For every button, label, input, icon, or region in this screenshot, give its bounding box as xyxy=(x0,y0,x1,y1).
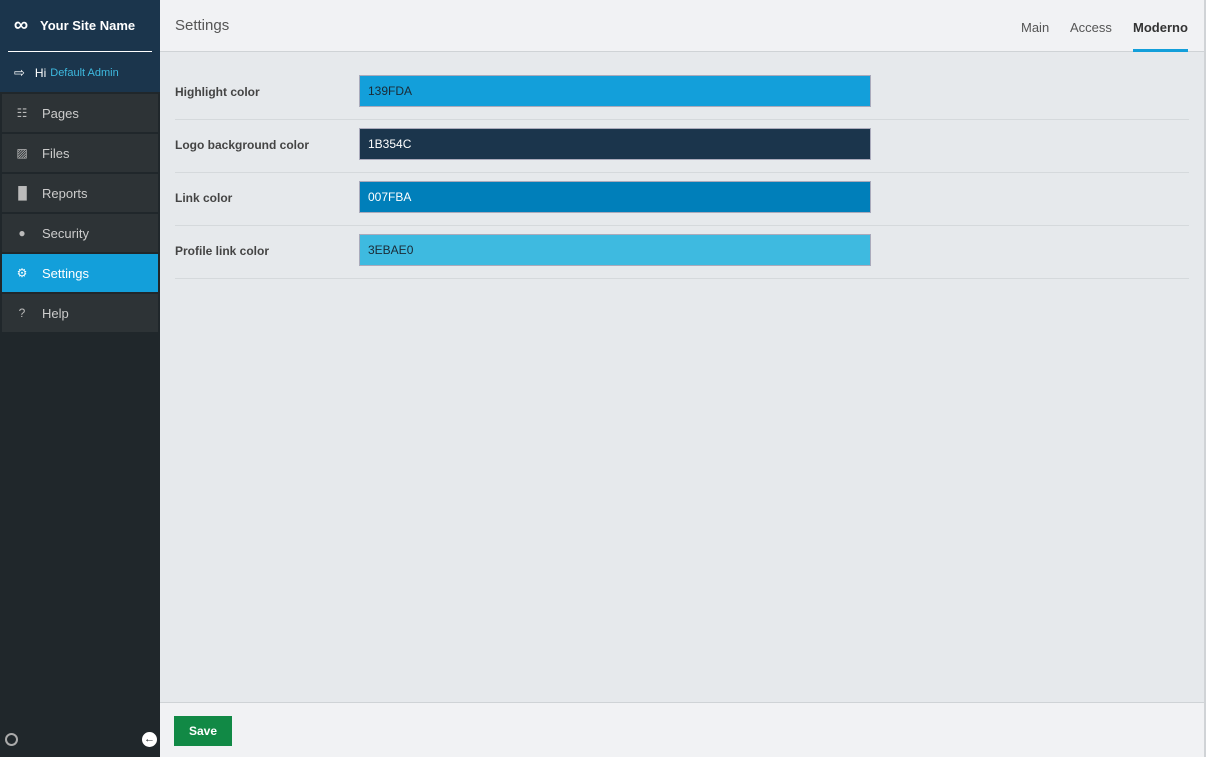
profile-link[interactable]: Default Admin xyxy=(50,67,119,79)
sidebar-item-label: Files xyxy=(42,145,70,161)
sidebar-item-label: Pages xyxy=(42,105,79,121)
tab-main[interactable]: Main xyxy=(1021,20,1050,35)
color-input[interactable]: 007FBA xyxy=(359,181,871,213)
bar-chart-icon: ▐▌ xyxy=(14,186,32,200)
sidebar-item-security[interactable]: ● Security xyxy=(2,214,158,252)
sidebar: ∞ Your Site Name ⇨ Hi Default Admin ☷ Pages … xyxy=(0,0,160,757)
divider xyxy=(8,51,152,52)
color-input[interactable]: 1B354C xyxy=(359,128,871,160)
color-field-row: Highlight color 139FDA xyxy=(175,67,1189,120)
brand-header: ∞ Your Site Name ⇨ Hi Default Admin xyxy=(0,0,160,92)
page-title: Settings xyxy=(175,17,230,34)
image-icon: ▨ xyxy=(16,146,28,160)
sidebar-item-pages[interactable]: ☷ Pages xyxy=(2,94,158,132)
tab-access[interactable]: Access xyxy=(1070,20,1112,35)
sidebar-item-label: Security xyxy=(42,225,89,241)
collapse-arrow-icon[interactable]: ← xyxy=(142,732,157,747)
sidebar-item-files[interactable]: ▨ Files xyxy=(2,134,158,172)
sitemap-icon: ☷ xyxy=(16,106,28,120)
color-field-row: Logo background color 1B354C xyxy=(175,120,1189,173)
sidebar-item-label: Help xyxy=(42,305,69,321)
sidebar-item-label: Reports xyxy=(42,185,88,201)
color-input[interactable]: 3EBAE0 xyxy=(359,234,871,266)
status-circle-icon[interactable] xyxy=(5,733,18,746)
field-label: Logo background color xyxy=(175,138,309,152)
sidebar-item-help[interactable]: ? Help xyxy=(2,294,158,332)
color-field-row: Profile link color 3EBAE0 xyxy=(175,226,1189,279)
tab-moderno[interactable]: Moderno xyxy=(1133,20,1188,52)
greeting-text: Hi xyxy=(34,66,47,80)
user-icon: ● xyxy=(18,226,26,240)
sidebar-item-label: Settings xyxy=(42,265,89,281)
scrollbar[interactable] xyxy=(1204,0,1206,757)
color-input[interactable]: 139FDA xyxy=(359,75,871,107)
site-logo[interactable]: ∞ Your Site Name xyxy=(8,12,135,38)
logo-icon: ∞ xyxy=(13,14,29,36)
field-label: Link color xyxy=(175,191,233,205)
field-label: Profile link color xyxy=(175,244,270,258)
field-label: Highlight color xyxy=(175,85,260,99)
question-icon: ? xyxy=(18,306,26,320)
logout-icon[interactable]: ⇨ xyxy=(14,65,25,80)
footer: Save xyxy=(160,702,1206,757)
user-greeting: ⇨ Hi Default Admin xyxy=(14,65,119,81)
save-button[interactable]: Save xyxy=(174,716,232,746)
header: Settings Main Access Moderno xyxy=(160,0,1206,52)
site-name: Your Site Name xyxy=(40,17,136,33)
color-field-row: Link color 007FBA xyxy=(175,173,1189,226)
sidebar-item-reports[interactable]: ▐▌ Reports xyxy=(2,174,158,212)
sidebar-item-settings[interactable]: ⚙ Settings xyxy=(2,254,158,292)
gear-icon: ⚙ xyxy=(16,266,28,280)
